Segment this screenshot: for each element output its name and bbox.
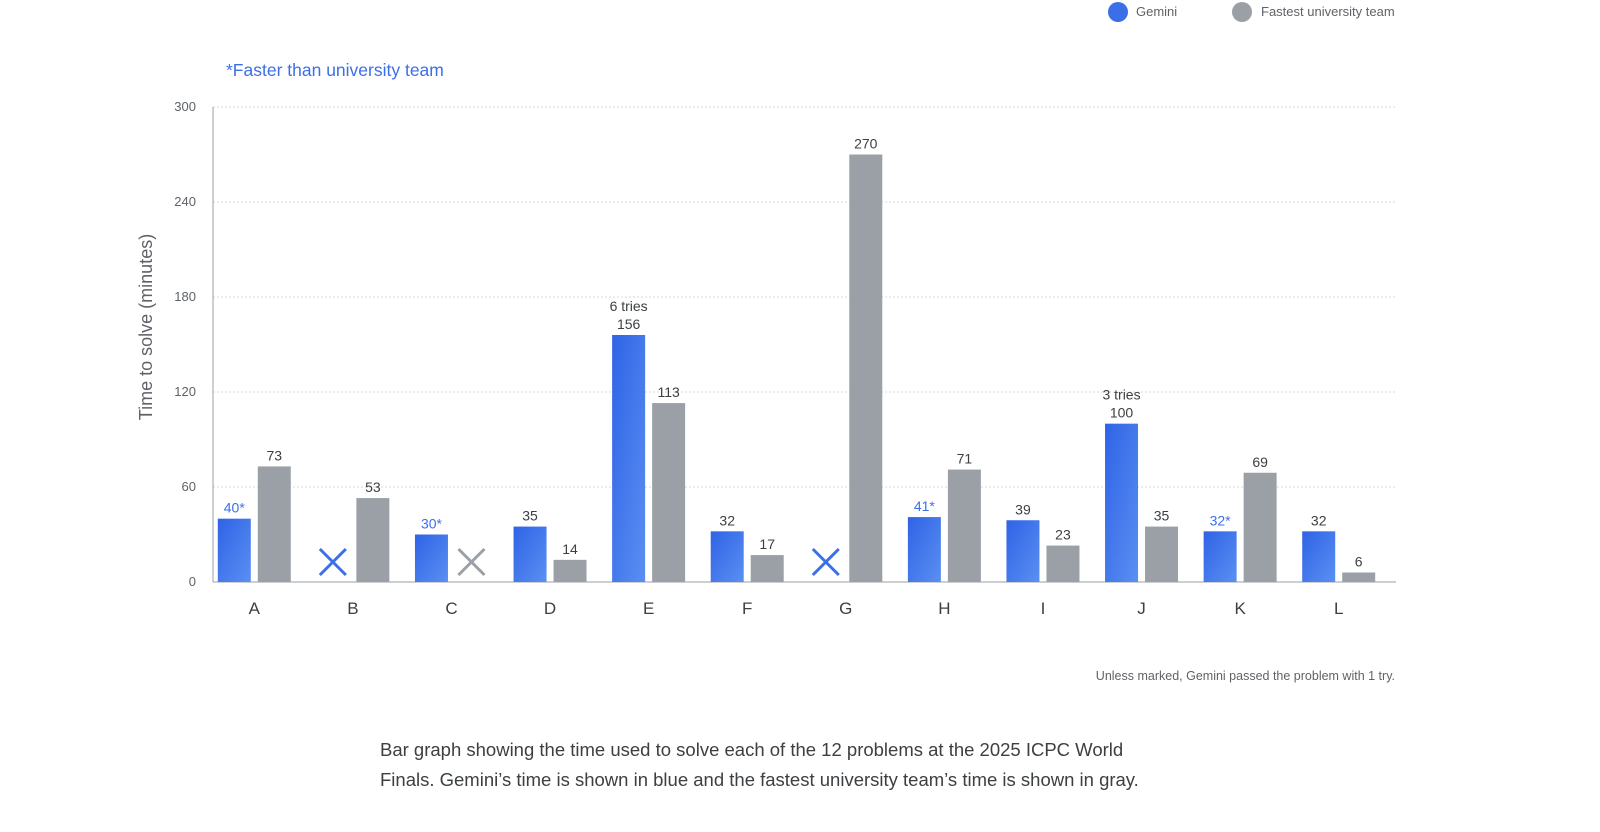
- bar-team: [947, 469, 981, 582]
- bar-gemini: [907, 517, 941, 582]
- bar-gemini: [217, 518, 251, 582]
- x-tick-label: H: [938, 599, 950, 618]
- data-label-team: 17: [759, 536, 775, 552]
- bar-gemini: [612, 335, 646, 582]
- y-tick-label: 300: [174, 99, 196, 114]
- x-tick-label: D: [544, 599, 556, 618]
- unsolved-x-icon: [318, 547, 347, 577]
- bar-gemini: [513, 526, 547, 582]
- unsolved-x-icon: [811, 547, 840, 577]
- data-label-gemini: 35: [522, 508, 538, 524]
- bar-team: [750, 555, 784, 582]
- data-label-team: 270: [854, 136, 878, 152]
- bar-team: [257, 466, 291, 582]
- data-label-team: 14: [562, 541, 578, 557]
- x-tick-label: K: [1234, 599, 1246, 618]
- x-tick-label: E: [643, 599, 654, 618]
- data-label-gemini: 32*: [1210, 512, 1232, 528]
- bar-gemini: [414, 534, 448, 582]
- bar-team: [356, 498, 390, 582]
- data-label-gemini: 30*: [421, 516, 443, 532]
- bar-gemini: [710, 531, 744, 582]
- data-label-gemini: 32: [719, 512, 735, 528]
- bar-team: [652, 403, 686, 582]
- data-label-gemini: 100: [1110, 405, 1134, 421]
- data-label-team: 53: [365, 479, 381, 495]
- y-tick-label: 0: [189, 574, 196, 589]
- x-tick-labels: A B C D E F G H I J K L: [249, 599, 1344, 618]
- data-label-team: 35: [1154, 508, 1170, 524]
- faster-note: *Faster than university team: [226, 60, 444, 80]
- legend-label-gemini: Gemini: [1136, 4, 1177, 19]
- bar-gemini: [1203, 531, 1237, 582]
- data-label-team: 73: [267, 447, 283, 463]
- tries-label: 6 tries: [610, 298, 648, 314]
- data-label-gemini: 32: [1311, 512, 1327, 528]
- data-label-team: 113: [657, 384, 680, 400]
- x-tick-label: G: [839, 599, 852, 618]
- bar-team: [1342, 572, 1376, 582]
- x-tick-label: B: [347, 599, 358, 618]
- bar-team: [1046, 545, 1080, 582]
- legend-swatch-gemini: [1108, 2, 1128, 22]
- data-label-gemini: 39: [1015, 501, 1031, 517]
- legend: Gemini Fastest university team: [1108, 2, 1395, 22]
- gridlines: [212, 106, 1396, 583]
- y-tick-label: 180: [174, 289, 196, 304]
- data-label-gemini: 41*: [914, 498, 936, 514]
- x-tick-label: J: [1137, 599, 1146, 618]
- y-tick-label: 120: [174, 384, 196, 399]
- chart-caption: Bar graph showing the time used to solve…: [380, 739, 1139, 790]
- bar-team: [1145, 526, 1179, 582]
- data-label-team: 23: [1055, 527, 1071, 543]
- bar-gemini: [1006, 520, 1040, 582]
- tries-note: Unless marked, Gemini passed the problem…: [1096, 669, 1395, 683]
- unsolved-x-icon: [457, 547, 486, 577]
- data-label-gemini: 40*: [224, 500, 246, 516]
- x-tick-label: I: [1041, 599, 1046, 618]
- bar-gemini: [1302, 531, 1336, 582]
- bar-chart: Gemini Fastest university team *Faster t…: [136, 2, 1396, 683]
- legend-swatch-team: [1232, 2, 1252, 22]
- data-label-team: 71: [957, 451, 973, 467]
- y-tick-label: 60: [182, 479, 196, 494]
- data-label-gemini: 156: [617, 316, 641, 332]
- data-label-team: 6: [1355, 554, 1363, 570]
- x-tick-label: A: [249, 599, 261, 618]
- x-tick-label: L: [1334, 599, 1343, 618]
- data-label-team: 69: [1252, 454, 1268, 470]
- tries-label: 3 tries: [1102, 387, 1140, 403]
- bar-team: [849, 154, 883, 582]
- y-tick-labels: 0 60 120 180 240 300: [174, 99, 196, 589]
- x-tick-label: C: [445, 599, 457, 618]
- bars: 40* 73 53 30* 35 14 156 6 tries 113 32 17 270 41* 71 3…: [217, 136, 1376, 582]
- bar-gemini: [1105, 423, 1139, 582]
- y-axis-label: Time to solve (minutes): [136, 234, 156, 420]
- legend-label-team: Fastest university team: [1261, 4, 1395, 19]
- y-tick-label: 240: [174, 194, 196, 209]
- bar-team: [1243, 472, 1277, 582]
- x-tick-label: F: [742, 599, 752, 618]
- bar-team: [553, 559, 587, 582]
